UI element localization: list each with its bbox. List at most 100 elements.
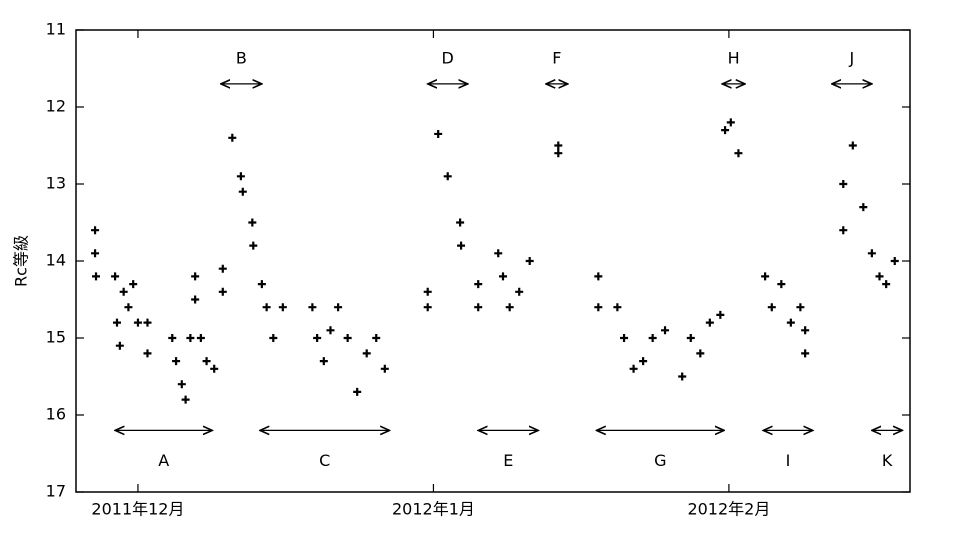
point bbox=[456, 218, 465, 227]
point bbox=[92, 272, 101, 281]
point bbox=[734, 149, 743, 158]
point bbox=[119, 287, 128, 296]
point bbox=[499, 272, 508, 281]
point bbox=[716, 310, 725, 319]
point bbox=[262, 303, 271, 312]
point bbox=[186, 334, 195, 342]
range-label: F bbox=[552, 48, 561, 67]
point bbox=[172, 357, 181, 366]
point bbox=[353, 387, 362, 396]
point bbox=[143, 318, 152, 327]
point bbox=[613, 303, 622, 312]
range-label: J bbox=[848, 48, 854, 67]
point bbox=[334, 303, 343, 312]
point bbox=[801, 326, 810, 335]
point bbox=[767, 303, 776, 312]
point bbox=[639, 357, 648, 366]
range-label: H bbox=[728, 48, 740, 67]
point bbox=[554, 149, 563, 158]
point bbox=[705, 318, 714, 327]
y-axis-label: Rc等級 bbox=[12, 235, 31, 287]
point bbox=[238, 187, 247, 196]
y-tick-label: 15 bbox=[46, 328, 66, 347]
point bbox=[218, 287, 227, 296]
point bbox=[796, 303, 805, 312]
plot-frame bbox=[75, 29, 911, 493]
point bbox=[372, 334, 381, 342]
point bbox=[202, 357, 211, 366]
range-label: I bbox=[786, 451, 791, 470]
point bbox=[875, 272, 884, 281]
point bbox=[423, 287, 432, 296]
point bbox=[91, 226, 100, 235]
point bbox=[362, 349, 371, 358]
point bbox=[882, 280, 891, 289]
point bbox=[554, 141, 563, 150]
point bbox=[648, 334, 657, 342]
point bbox=[594, 272, 603, 281]
range-label: C bbox=[319, 451, 330, 470]
point bbox=[143, 349, 152, 358]
range-label: D bbox=[442, 48, 454, 67]
point bbox=[248, 218, 257, 227]
range-label: A bbox=[158, 451, 169, 470]
point bbox=[210, 364, 219, 373]
point bbox=[786, 318, 795, 327]
point bbox=[133, 318, 142, 327]
range-label: G bbox=[654, 451, 666, 470]
y-tick-label: 11 bbox=[46, 20, 66, 39]
point bbox=[620, 334, 629, 342]
point bbox=[890, 257, 899, 265]
point bbox=[859, 203, 868, 212]
point bbox=[191, 295, 200, 304]
point bbox=[326, 326, 335, 335]
range-label: B bbox=[236, 48, 247, 67]
point bbox=[474, 303, 483, 312]
point bbox=[474, 280, 483, 289]
point bbox=[269, 334, 278, 342]
point bbox=[761, 272, 770, 281]
point bbox=[236, 172, 245, 181]
y-tick-label: 17 bbox=[46, 482, 66, 501]
point bbox=[777, 280, 786, 289]
y-tick-label: 13 bbox=[46, 174, 66, 193]
point bbox=[867, 249, 876, 258]
point bbox=[380, 364, 389, 373]
point bbox=[168, 334, 177, 342]
point bbox=[686, 334, 695, 342]
point bbox=[801, 349, 810, 358]
point bbox=[525, 257, 534, 265]
point bbox=[678, 372, 687, 381]
range-label: K bbox=[882, 451, 893, 470]
point bbox=[443, 172, 452, 181]
point bbox=[696, 349, 705, 358]
point bbox=[308, 303, 317, 312]
point bbox=[177, 380, 186, 389]
point bbox=[111, 272, 120, 281]
point bbox=[91, 249, 100, 258]
y-tick-label: 16 bbox=[46, 405, 66, 424]
x-tick-label: 2012年2月 bbox=[687, 500, 770, 519]
point bbox=[343, 334, 352, 342]
point bbox=[228, 133, 237, 142]
point bbox=[257, 280, 266, 289]
point bbox=[249, 241, 258, 250]
point bbox=[124, 303, 133, 312]
point bbox=[196, 334, 205, 342]
point bbox=[594, 303, 603, 312]
point bbox=[721, 126, 730, 135]
y-tick-label: 12 bbox=[46, 97, 66, 116]
point bbox=[112, 318, 121, 327]
y-tick-label: 14 bbox=[46, 251, 66, 270]
point bbox=[434, 129, 443, 138]
point bbox=[191, 272, 200, 281]
point bbox=[494, 249, 503, 258]
point bbox=[278, 303, 287, 312]
x-tick-label: 2012年1月 bbox=[392, 500, 475, 519]
point bbox=[319, 357, 328, 366]
point bbox=[629, 364, 638, 373]
point bbox=[129, 280, 138, 289]
point bbox=[515, 287, 524, 296]
x-tick-label: 2011年12月 bbox=[91, 500, 184, 519]
